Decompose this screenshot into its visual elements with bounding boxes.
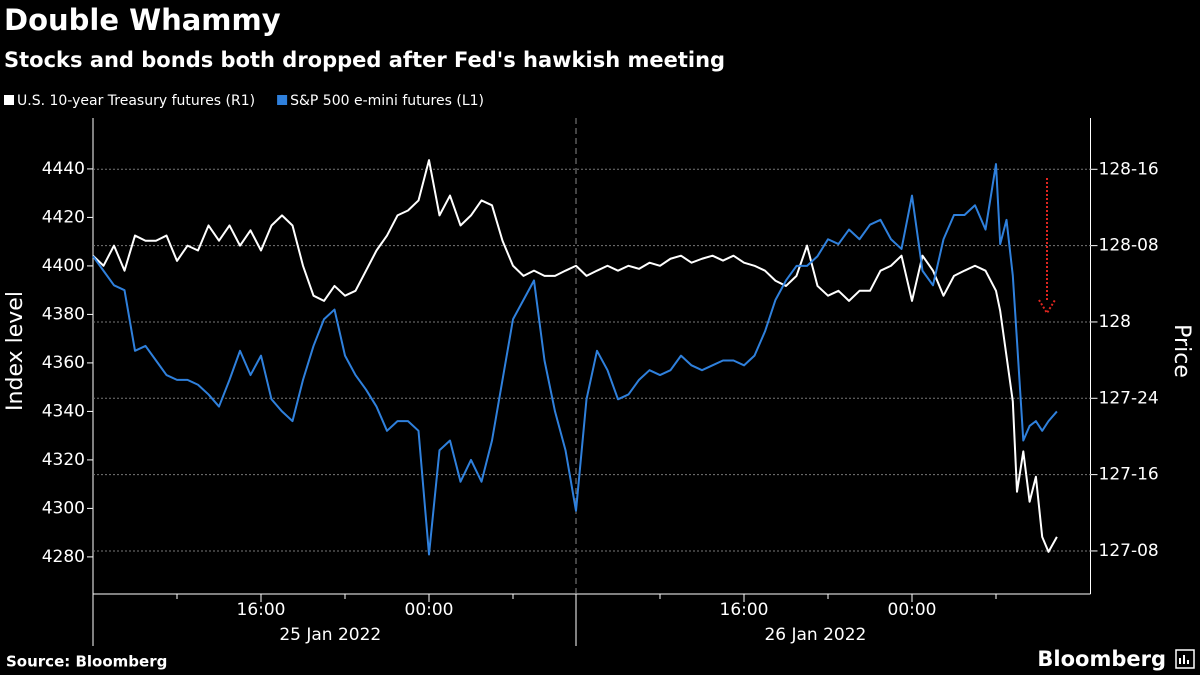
y-tick-label: 4380	[42, 304, 85, 324]
y-tick-label: 4300	[42, 498, 85, 518]
legend-swatch	[4, 95, 14, 105]
y2-tick-label: 127-16	[1099, 465, 1159, 485]
x-date-label: 26 Jan 2022	[764, 625, 866, 645]
brand: Bloomberg	[1037, 647, 1166, 671]
legend-label: S&P 500 e-mini futures (L1)	[290, 93, 484, 109]
x-date-label: 25 Jan 2022	[279, 625, 381, 645]
y2-tick-label: 127-08	[1099, 541, 1159, 561]
y2-axis-title: Price	[1169, 324, 1194, 378]
series-line	[92, 163, 1058, 556]
y2-tick-label: 128	[1099, 312, 1131, 332]
source: Source: Bloomberg	[6, 653, 167, 671]
annotation-arrowhead	[1038, 299, 1056, 315]
y2-tick-label: 128-16	[1099, 159, 1159, 179]
legend-swatch	[277, 95, 288, 105]
y-tick-label: 4440	[42, 159, 85, 179]
x-tick-label: 00:00	[888, 600, 937, 620]
y-tick-label: 4320	[42, 450, 85, 470]
chart-title: Double Whammy	[4, 3, 281, 37]
x-tick-label: 16:00	[237, 600, 286, 620]
y2-tick-label: 128-08	[1099, 236, 1159, 256]
y-tick-label: 4400	[42, 256, 85, 276]
y-tick-label: 4420	[42, 207, 85, 227]
brand-icon-bars	[1179, 655, 1189, 664]
x-tick-label: 16:00	[720, 600, 769, 620]
series-line	[92, 159, 1058, 553]
y-tick-label: 4280	[42, 547, 85, 567]
y-tick-label: 4360	[42, 353, 85, 373]
legend-label: U.S. 10-year Treasury futures (R1)	[17, 93, 255, 109]
brand-icon	[1175, 649, 1195, 669]
y2-tick-label: 127-24	[1099, 388, 1159, 408]
y-tick-label: 4340	[42, 401, 85, 421]
y-axis-title: Index level	[3, 291, 28, 411]
chart-subtitle: Stocks and bonds both dropped after Fed'…	[4, 48, 725, 72]
x-tick-label: 00:00	[405, 600, 454, 620]
